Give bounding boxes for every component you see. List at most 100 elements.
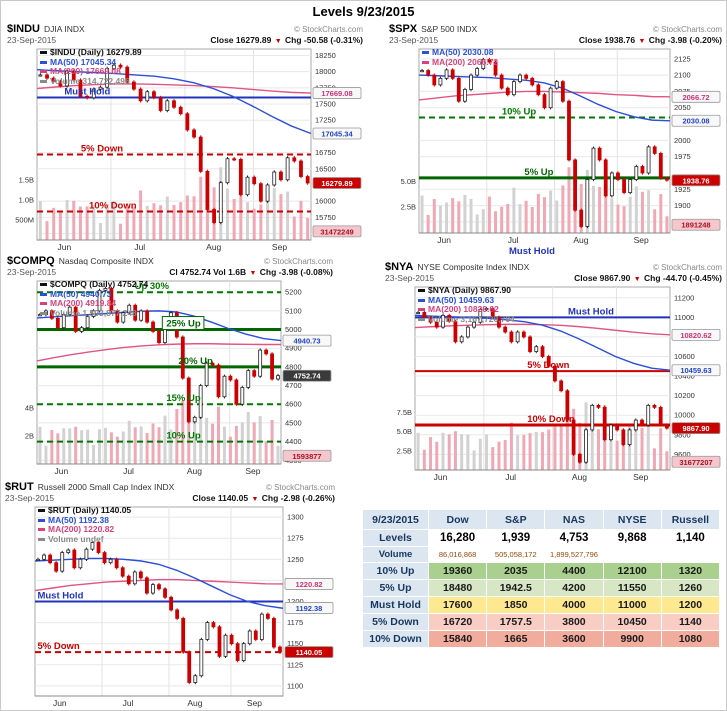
svg-text:Sep: Sep: [247, 698, 262, 708]
svg-text:7.5B: 7.5B: [397, 408, 412, 417]
cell-value: 18480: [427, 579, 488, 597]
svg-text:2066.72: 2066.72: [682, 93, 709, 102]
chart-header: $SPX S&P 500 INDX © StockCharts.com: [389, 23, 722, 35]
plot-area: 10% Up5% Up21252100207520502000197519251…: [389, 46, 722, 257]
chart-index-name: NYSE Composite Index INDX: [417, 262, 530, 272]
plot-area: Up 30% 25% Up 20% Up 15% Up 10% Up 5200 5100 50…: [7, 278, 333, 477]
chart-header: $COMPQ Nasdaq Composite INDX © StockChar…: [7, 255, 333, 267]
svg-text:2.5B: 2.5B: [397, 446, 412, 455]
cell-value: 16720: [427, 613, 488, 631]
svg-text:1938.76: 1938.76: [682, 176, 709, 185]
svg-text:1975: 1975: [674, 152, 691, 161]
change-value: Chg -2.98 (-0.26%): [261, 493, 335, 503]
svg-text:1593877: 1593877: [292, 452, 321, 461]
svg-text:17250: 17250: [315, 116, 336, 125]
cell-value: 9900: [602, 630, 662, 648]
svg-text:1220.82: 1220.82: [295, 580, 322, 589]
chart-date: 23-Sep-2015: [385, 273, 435, 283]
cell-value: 1942.5: [486, 579, 546, 597]
table-row-down10: 10% Down 15840 1665 3600 9900 1080: [362, 630, 721, 648]
svg-text:5200: 5200: [285, 288, 302, 297]
svg-text:5.0B: 5.0B: [397, 427, 412, 436]
svg-text:10000: 10000: [674, 411, 695, 420]
svg-text:25% Up: 25% Up: [166, 319, 201, 330]
cell-value: 1140: [660, 613, 721, 631]
chart-symbol: $SPX: [389, 23, 418, 35]
svg-text:1175: 1175: [287, 618, 303, 627]
stockcharts-credit: © StockCharts.com: [652, 263, 722, 272]
stockcharts-credit: © StockCharts.com: [265, 483, 335, 492]
svg-text:Jun: Jun: [434, 472, 448, 482]
down-arrow-icon: ▼: [249, 270, 257, 277]
stockcharts-credit: © StockCharts.com: [263, 257, 333, 266]
svg-text:1275: 1275: [287, 534, 304, 543]
svg-text:10% Down: 10% Down: [527, 414, 575, 425]
svg-text:Must Hold: Must Hold: [568, 306, 614, 317]
svg-text:5000: 5000: [285, 325, 302, 334]
close-value: Close 1938.76: [578, 35, 636, 45]
svg-text:4752.74: 4752.74: [293, 372, 321, 381]
cell-value: 9,868: [602, 529, 662, 547]
svg-text:16279.89: 16279.89: [321, 179, 352, 188]
table-col-header: Dow: [427, 509, 488, 530]
svg-text:1300: 1300: [287, 513, 304, 522]
svg-text:Aug: Aug: [187, 698, 202, 708]
svg-text:10459.63: 10459.63: [680, 366, 711, 375]
svg-text:Jun: Jun: [55, 466, 69, 476]
chart-date: 23-Sep-2015: [5, 493, 55, 503]
chart-subheader: 23-Sep-2015 Close 16279.89 ▼ Chg -50.58 …: [7, 35, 363, 46]
svg-text:1.0B: 1.0B: [19, 195, 34, 204]
row-label: 5% Down: [362, 613, 429, 631]
svg-text:15% Up: 15% Up: [166, 393, 201, 404]
cell-value: 15840: [427, 630, 488, 648]
svg-text:Must Hold: Must Hold: [64, 87, 110, 98]
svg-text:Must Hold: Must Hold: [37, 591, 83, 602]
svg-text:Jul: Jul: [508, 235, 519, 245]
cell-value: [660, 546, 721, 563]
cell-value: 86,016,868: [427, 546, 488, 563]
cell-value: 4000: [544, 596, 604, 614]
chart-quote: Cl 4752.74 Vol 1.6B ▼ Chg -3.98 (-0.08%): [169, 267, 333, 278]
chart-index-name: DJIA INDX: [44, 24, 85, 34]
chart-symbol: $COMPQ: [7, 255, 55, 267]
svg-text:2B: 2B: [25, 432, 34, 441]
svg-text:18250: 18250: [315, 51, 336, 60]
chart-nya: $NYA NYSE Composite Index INDX © StockCh…: [385, 261, 722, 483]
cell-value: 3600: [544, 630, 604, 648]
down-arrow-icon: ▼: [274, 38, 282, 45]
svg-text:Jul: Jul: [123, 466, 134, 476]
row-label: 5% Up: [362, 579, 429, 597]
down-arrow-icon: ▼: [638, 38, 646, 45]
stockcharts-credit: © StockCharts.com: [293, 25, 363, 34]
levels-table: 9/23/2015 Dow S&P NAS NYSE Russell Levels 16,2…: [362, 509, 721, 648]
svg-text:4940.73: 4940.73: [293, 337, 320, 346]
svg-text:2100: 2100: [674, 71, 691, 80]
svg-text:10% Up: 10% Up: [502, 107, 537, 118]
svg-text:Jun: Jun: [437, 235, 451, 245]
svg-text:Sep: Sep: [245, 466, 260, 476]
svg-text:1140.05: 1140.05: [296, 648, 323, 657]
cell-value: 1665: [486, 630, 546, 648]
cell-value: 19360: [427, 562, 488, 580]
close-value: Cl 4752.74 Vol 1.6B: [169, 267, 247, 277]
cell-value: 11000: [602, 596, 662, 614]
cell-value: 11550: [602, 579, 662, 597]
chart-date: 23-Sep-2015: [389, 35, 439, 45]
svg-text:5% Up: 5% Up: [524, 167, 553, 178]
svg-text:500M: 500M: [15, 215, 34, 224]
cell-value: 4400: [544, 562, 604, 580]
chart-quote: Close 16279.89 ▼ Chg -50.58 (-0.31%): [210, 35, 363, 46]
cell-value: 1,939: [486, 529, 546, 547]
table-row-volume: Volume 86,016,868 505,058,172 1,899,527,796: [362, 546, 721, 563]
svg-text:9800: 9800: [674, 430, 691, 439]
row-label: Must Hold: [362, 596, 429, 614]
svg-text:Sep: Sep: [634, 235, 649, 245]
svg-text:17669.08: 17669.08: [321, 89, 352, 98]
table-col-header: Russell: [660, 509, 721, 530]
chart-subheader: 23-Sep-2015 Close 1140.05 ▼ Chg -2.98 (-…: [5, 493, 335, 504]
close-value: Close 1140.05: [192, 493, 249, 503]
